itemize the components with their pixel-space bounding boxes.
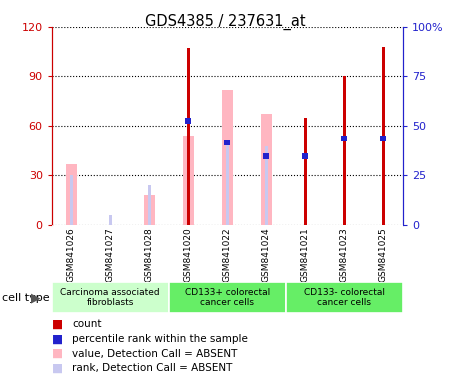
Bar xyxy=(225,140,230,146)
Text: rank, Detection Call = ABSENT: rank, Detection Call = ABSENT xyxy=(72,363,232,373)
Bar xyxy=(148,185,151,225)
Text: CD133- colorectal
cancer cells: CD133- colorectal cancer cells xyxy=(304,288,385,307)
Text: GSM841022: GSM841022 xyxy=(223,227,232,281)
Text: count: count xyxy=(72,319,102,329)
Bar xyxy=(183,136,194,225)
Text: GSM841020: GSM841020 xyxy=(184,227,193,282)
Bar xyxy=(286,282,403,313)
Text: GSM841027: GSM841027 xyxy=(106,227,115,282)
Bar xyxy=(380,136,386,141)
Text: ■: ■ xyxy=(52,318,63,331)
Text: Carcinoma associated
fibroblasts: Carcinoma associated fibroblasts xyxy=(60,288,160,307)
Bar xyxy=(70,175,73,225)
Bar xyxy=(263,154,269,159)
Bar xyxy=(144,195,155,225)
Text: ■: ■ xyxy=(52,362,63,375)
Bar xyxy=(52,282,169,313)
Text: GSM841026: GSM841026 xyxy=(67,227,76,282)
Bar xyxy=(187,118,190,225)
Text: value, Detection Call = ABSENT: value, Detection Call = ABSENT xyxy=(72,349,238,359)
Bar xyxy=(265,146,268,225)
Text: ■: ■ xyxy=(52,333,63,346)
Bar xyxy=(343,76,346,225)
Bar xyxy=(222,89,233,225)
Text: ■: ■ xyxy=(52,347,63,360)
Bar xyxy=(342,136,347,141)
Bar xyxy=(185,118,191,124)
Bar xyxy=(187,48,190,225)
Text: cell type: cell type xyxy=(2,293,50,303)
Text: GDS4385 / 237631_at: GDS4385 / 237631_at xyxy=(145,13,305,30)
Bar xyxy=(382,47,385,225)
Bar xyxy=(66,164,77,225)
Bar xyxy=(302,154,308,159)
Text: GSM841024: GSM841024 xyxy=(262,227,271,281)
Text: ▶: ▶ xyxy=(31,291,40,304)
Bar xyxy=(109,215,112,225)
Text: CD133+ colorectal
cancer cells: CD133+ colorectal cancer cells xyxy=(184,288,270,307)
Bar xyxy=(304,118,307,225)
Text: GSM841023: GSM841023 xyxy=(340,227,349,282)
Text: GSM841025: GSM841025 xyxy=(379,227,388,282)
Text: GSM841021: GSM841021 xyxy=(301,227,310,282)
Bar xyxy=(261,114,272,225)
Bar xyxy=(226,140,229,225)
Text: percentile rank within the sample: percentile rank within the sample xyxy=(72,334,248,344)
Text: GSM841028: GSM841028 xyxy=(145,227,154,282)
Bar xyxy=(169,282,286,313)
